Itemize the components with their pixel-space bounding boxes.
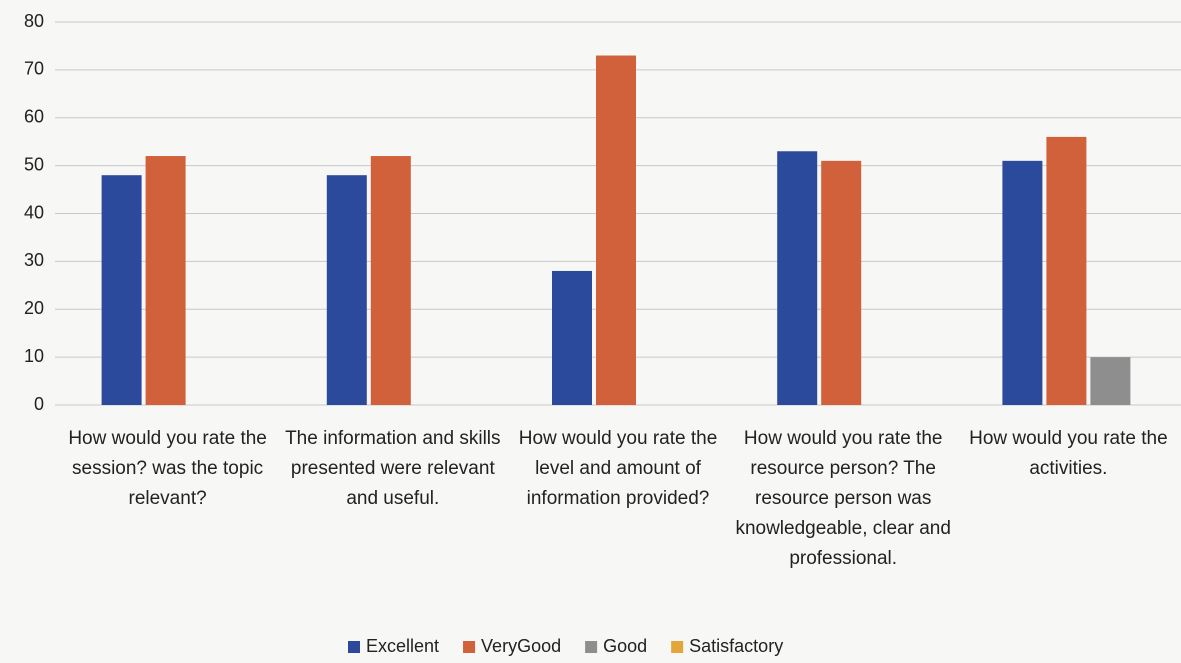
legend-swatch — [463, 641, 476, 653]
bar — [1002, 160, 1043, 405]
bar — [370, 156, 411, 405]
bar — [596, 55, 636, 405]
legend-label: VeryGood — [481, 636, 561, 656]
x-tick-label: How would you rate the activities. — [969, 428, 1168, 479]
legend-label: Satisfactory — [689, 636, 783, 656]
y-tick-label: 20 — [24, 298, 44, 318]
legend-label: Excellent — [366, 636, 439, 656]
y-tick-label: 80 — [24, 11, 44, 31]
y-tick-label: 0 — [34, 394, 44, 414]
x-tick-label: How would you rate the session? was the … — [68, 428, 267, 509]
x-tick-label: How would you rate the resource person? … — [735, 428, 951, 569]
y-tick-label: 50 — [24, 154, 44, 174]
bar — [145, 156, 186, 405]
bar — [1090, 357, 1131, 405]
legend-swatch — [348, 641, 360, 653]
y-tick-label: 40 — [24, 202, 44, 222]
x-tick-label: The information and skills presented wer… — [285, 428, 501, 509]
legend-label: Good — [603, 636, 647, 656]
y-tick-label: 70 — [24, 59, 44, 79]
bar — [777, 151, 818, 405]
bar — [1046, 136, 1087, 405]
bar — [101, 175, 142, 405]
y-tick-label: 30 — [24, 250, 44, 270]
legend-swatch — [585, 641, 598, 653]
y-tick-label: 60 — [24, 107, 44, 127]
bar — [552, 270, 592, 405]
legend-swatch — [671, 641, 684, 653]
bar — [821, 160, 862, 405]
y-tick-label: 10 — [24, 346, 44, 366]
x-tick-label: How would you rate the level and amount … — [518, 428, 718, 509]
bar — [326, 175, 367, 405]
